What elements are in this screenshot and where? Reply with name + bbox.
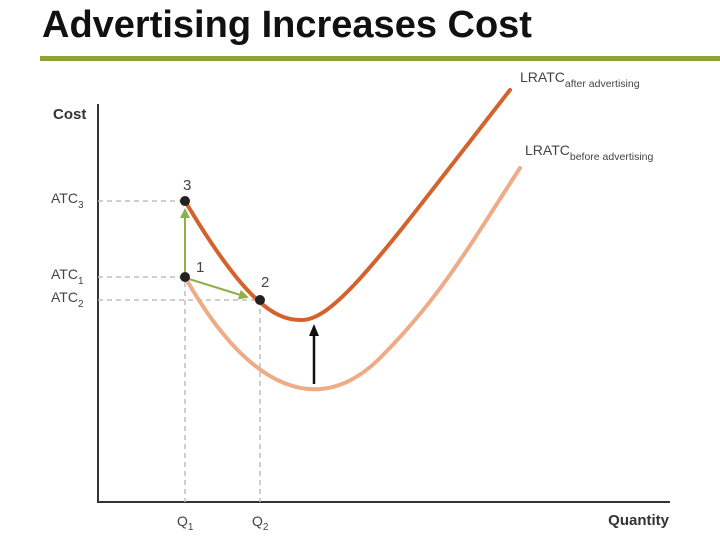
point-3-label: 3 xyxy=(183,177,191,194)
title-rule xyxy=(40,56,720,61)
y-tick-atc3: ATC3 xyxy=(51,190,84,211)
point-2-label: 2 xyxy=(261,274,269,291)
lratc-after-label: LRATCafter advertising xyxy=(520,69,640,90)
lratc-after-curve xyxy=(183,88,512,323)
slide-title: Advertising Increases Cost xyxy=(42,4,532,46)
lratc-before-label: LRATCbefore advertising xyxy=(525,142,653,163)
y-tick-atc2: ATC2 xyxy=(51,289,84,310)
point-1-label: 1 xyxy=(196,259,204,276)
y-axis-title: Cost xyxy=(53,106,86,123)
x-axis-title: Quantity xyxy=(608,512,669,529)
point-3 xyxy=(180,196,190,206)
x-tick-q2: Q2 xyxy=(252,513,269,533)
lratc-before-curve xyxy=(183,166,522,392)
point-2 xyxy=(255,295,265,305)
point-1 xyxy=(180,272,190,282)
x-tick-q1: Q1 xyxy=(177,513,194,533)
y-tick-atc1: ATC1 xyxy=(51,266,84,287)
arrow-1-to-2 xyxy=(188,278,249,300)
